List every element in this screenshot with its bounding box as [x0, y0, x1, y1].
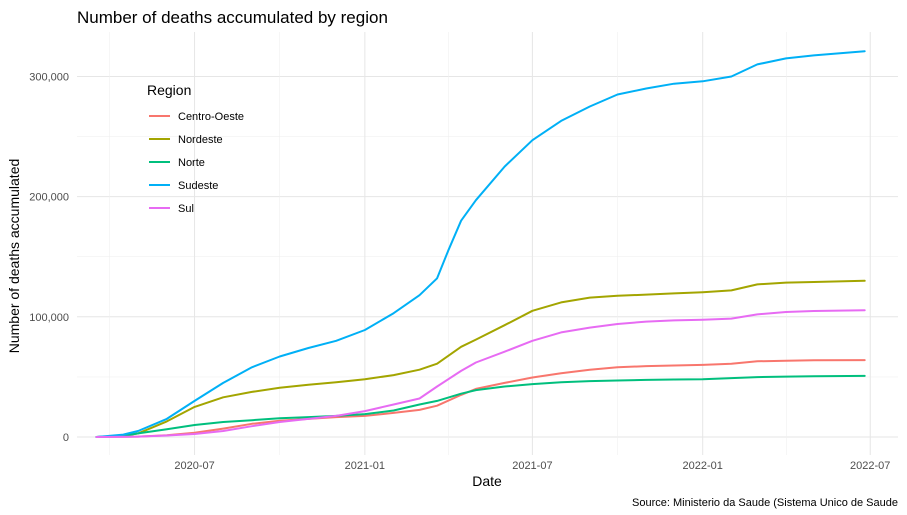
series-line-nordeste: [95, 279, 866, 438]
series-line-norte: [95, 374, 866, 438]
y-axis-ticks: 0 100,000 200,000 300,000: [29, 71, 69, 444]
y-tick-label: 300,000: [29, 71, 69, 83]
y-axis-label: Number of deaths accumulated: [6, 159, 22, 354]
x-axis-label: Date: [472, 473, 502, 489]
legend-label: Nordeste: [178, 134, 223, 146]
x-tick-label: 2021-07: [512, 460, 552, 472]
x-tick-label: 2022-01: [683, 460, 723, 472]
series-line-sul: [95, 309, 866, 438]
x-tick-label: 2022-07: [850, 460, 890, 472]
y-tick-label: 0: [63, 432, 69, 444]
chart-title: Number of deaths accumulated by region: [77, 8, 388, 27]
x-axis-ticks: 2020-07 2021-01 2021-07 2022-01 2022-07: [174, 460, 890, 472]
legend-label: Sul: [178, 203, 194, 215]
x-tick-label: 2020-07: [174, 460, 214, 472]
legend-label: Centro-Oeste: [178, 111, 244, 123]
chart-caption: Source: Ministerio da Saude (Sistema Uni…: [632, 497, 898, 509]
y-tick-label: 200,000: [29, 192, 69, 204]
legend-title: Region: [147, 82, 191, 98]
series-lines: [95, 50, 866, 438]
x-tick-label: 2021-01: [345, 460, 385, 472]
legend-label: Sudeste: [178, 180, 218, 192]
gridlines: [77, 32, 898, 455]
y-tick-label: 100,000: [29, 312, 69, 324]
legend: Region Centro-Oeste Nordeste Norte Sudeste S…: [147, 82, 244, 215]
legend-label: Norte: [178, 157, 205, 169]
series-line-sudeste: [95, 50, 866, 438]
